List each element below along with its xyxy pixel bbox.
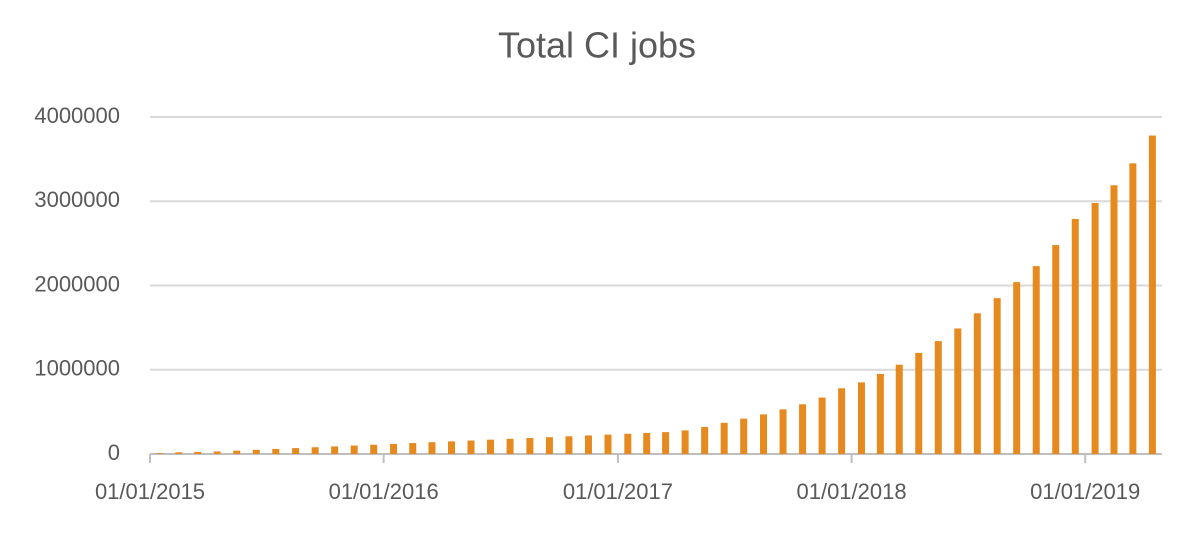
bar [1052,245,1060,454]
bar [701,427,709,454]
x-tick-label: 01/01/2016 [329,479,439,504]
y-tick-label: 0 [108,440,120,465]
bar [487,439,495,454]
bar [681,430,689,454]
bar [213,451,221,454]
bar [584,435,592,454]
bar [838,388,846,454]
bar [467,440,475,454]
bar [604,434,612,454]
bar [934,341,942,454]
x-tick-label: 01/01/2019 [1030,479,1140,504]
bar [1110,185,1118,454]
y-tick-label: 2000000 [34,271,120,296]
bar [1091,202,1099,454]
bar [428,442,436,454]
bar [1129,163,1137,454]
bar [954,328,962,454]
bar [565,436,573,454]
bar [1071,218,1079,454]
bar [760,414,768,454]
bar [1032,266,1040,454]
bar [156,453,164,454]
bar [194,451,202,454]
bar [643,432,651,454]
bar [409,443,417,454]
bar [624,433,632,454]
y-tick-label: 1000000 [34,356,120,381]
bar [390,443,398,454]
bar [799,404,807,454]
bar [272,448,280,454]
bar [545,437,553,454]
bar [857,382,865,454]
bar [526,437,534,454]
bar [292,448,300,454]
bar [818,397,826,454]
bar [662,432,670,454]
bar [370,444,378,454]
bar [973,313,981,454]
bar [350,445,358,454]
y-tick-label: 4000000 [34,103,120,128]
x-tick-label: 01/01/2015 [95,479,205,504]
bar [1148,135,1156,454]
bar [331,446,339,454]
bar [1013,282,1021,454]
bar [720,422,728,454]
chart-title: Total CI jobs [498,25,696,66]
bar [915,352,923,454]
bar [233,450,241,454]
bar [252,449,260,454]
bar [175,452,183,454]
bar [311,447,319,454]
bar [895,364,903,454]
y-tick-label: 3000000 [34,187,120,212]
x-tick-label: 01/01/2017 [563,479,673,504]
x-tick-label: 01/01/2018 [796,479,906,504]
bar [506,438,514,454]
bar [779,409,787,454]
bar [447,441,455,454]
bar [740,418,748,454]
bar [993,298,1001,454]
bar [876,373,884,454]
